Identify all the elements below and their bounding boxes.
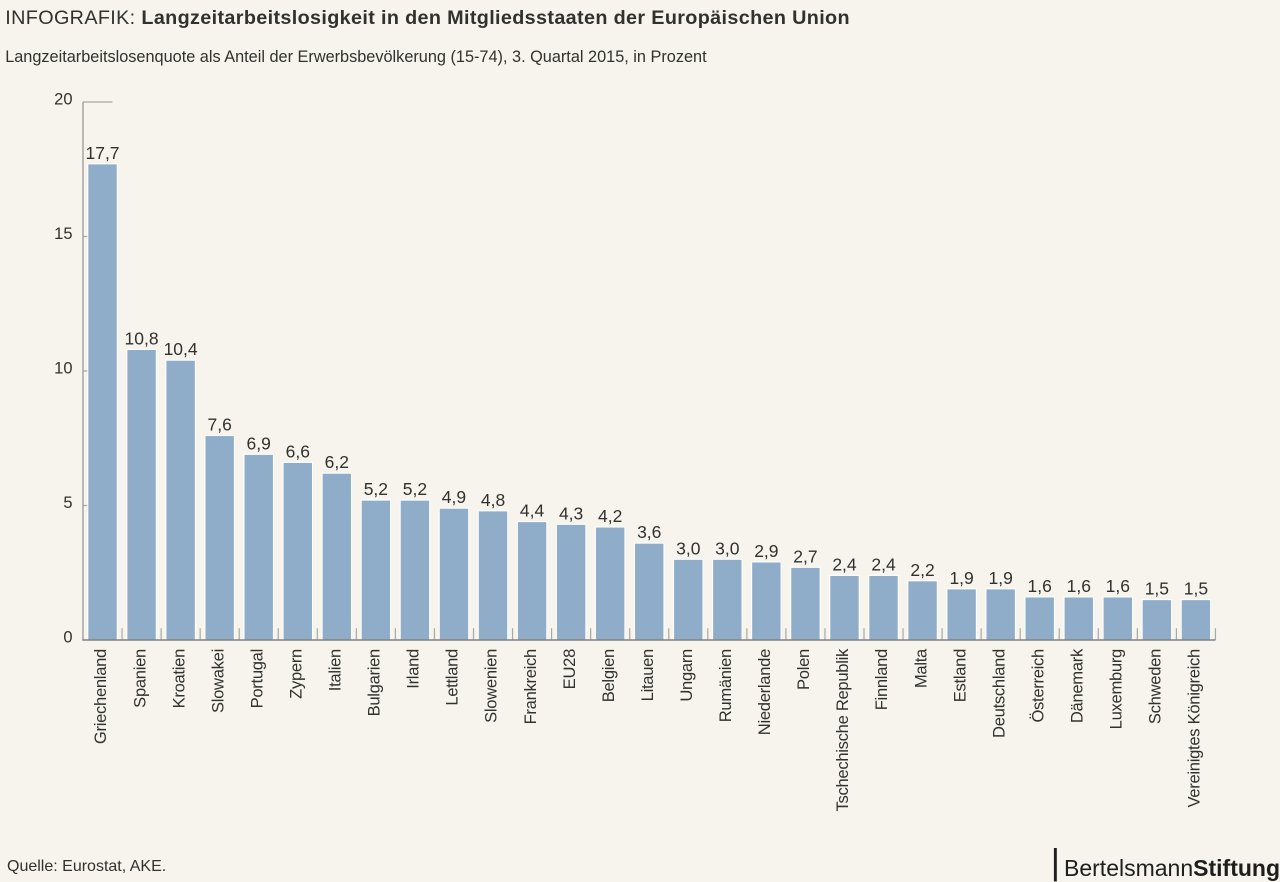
svg-text:4,8: 4,8 xyxy=(481,490,505,510)
svg-text:3,0: 3,0 xyxy=(676,538,701,558)
svg-text:1,6: 1,6 xyxy=(1067,576,1091,596)
svg-text:Niederlande: Niederlande xyxy=(755,649,774,735)
svg-text:Bulgarien: Bulgarien xyxy=(365,649,384,716)
svg-text:6,9: 6,9 xyxy=(247,433,271,453)
svg-text:10: 10 xyxy=(54,360,72,378)
svg-text:Polen: Polen xyxy=(794,649,813,690)
svg-text:20: 20 xyxy=(54,91,72,109)
svg-text:Langzeitarbeitslosenquote als: Langzeitarbeitslosenquote als Anteil der… xyxy=(5,48,707,66)
svg-text:Frankreich: Frankreich xyxy=(521,649,540,724)
svg-text:1,9: 1,9 xyxy=(989,568,1013,588)
svg-text:3,0: 3,0 xyxy=(715,538,740,558)
svg-text:2,9: 2,9 xyxy=(754,541,778,561)
svg-text:Malta: Malta xyxy=(911,648,930,688)
svg-text:17,7: 17,7 xyxy=(85,143,119,163)
svg-text:Rumänien: Rumänien xyxy=(716,649,735,722)
svg-text:Lettland: Lettland xyxy=(443,649,462,706)
svg-text:6,2: 6,2 xyxy=(325,452,349,472)
svg-text:1,5: 1,5 xyxy=(1184,579,1208,599)
svg-text:Portugal: Portugal xyxy=(247,649,266,708)
svg-text:Quelle: Eurostat, AKE.: Quelle: Eurostat, AKE. xyxy=(7,858,166,875)
svg-text:2,4: 2,4 xyxy=(832,554,857,574)
svg-text:15: 15 xyxy=(54,225,72,243)
svg-text:5: 5 xyxy=(63,494,72,512)
svg-text:10,8: 10,8 xyxy=(125,328,159,348)
svg-text:7,6: 7,6 xyxy=(208,415,232,435)
svg-text:INFOGRAFIK: Langzeitarbeitslos: INFOGRAFIK: Langzeitarbeitslosigkeit in … xyxy=(5,7,850,29)
svg-text:Spanien: Spanien xyxy=(130,649,149,708)
svg-text:Irland: Irland xyxy=(404,649,423,689)
svg-text:5,2: 5,2 xyxy=(403,479,427,499)
svg-text:Dänemark: Dänemark xyxy=(1067,648,1086,723)
svg-text:5,2: 5,2 xyxy=(364,479,388,499)
svg-text:1,6: 1,6 xyxy=(1028,576,1052,596)
svg-text:2,2: 2,2 xyxy=(910,560,934,580)
svg-text:1,5: 1,5 xyxy=(1145,579,1169,599)
svg-text:Zypern: Zypern xyxy=(286,649,305,699)
svg-text:Vereinigtes Königreich: Vereinigtes Königreich xyxy=(1185,649,1204,808)
svg-text:Luxemburg: Luxemburg xyxy=(1107,649,1126,729)
svg-text:Litauen: Litauen xyxy=(638,649,657,701)
svg-text:Deutschland: Deutschland xyxy=(989,649,1008,738)
svg-text:Estland: Estland xyxy=(950,649,969,702)
svg-text:Finnland: Finnland xyxy=(872,649,891,710)
svg-text:4,3: 4,3 xyxy=(559,503,583,523)
svg-text:2,4: 2,4 xyxy=(871,554,896,574)
svg-text:0: 0 xyxy=(63,629,72,647)
svg-text:Italien: Italien xyxy=(326,649,345,691)
svg-text:Österreich: Österreich xyxy=(1028,649,1047,723)
svg-text:4,4: 4,4 xyxy=(520,501,545,521)
svg-text:Tschechische Republik: Tschechische Republik xyxy=(833,648,852,811)
svg-text:Griechenland: Griechenland xyxy=(91,649,110,744)
svg-text:Slowenien: Slowenien xyxy=(482,649,501,723)
svg-text:2,7: 2,7 xyxy=(793,546,817,566)
svg-text:Schweden: Schweden xyxy=(1146,649,1165,724)
svg-text:4,2: 4,2 xyxy=(598,506,622,526)
svg-text:3,6: 3,6 xyxy=(637,522,661,542)
svg-text:Slowakei: Slowakei xyxy=(208,649,227,713)
svg-text:10,4: 10,4 xyxy=(164,339,198,359)
svg-text:Ungarn: Ungarn xyxy=(677,649,696,702)
svg-text:Kroatien: Kroatien xyxy=(169,649,188,708)
svg-text:Belgien: Belgien xyxy=(599,649,618,702)
svg-text:4,9: 4,9 xyxy=(442,487,466,507)
svg-text:BertelsmannStiftung: BertelsmannStiftung xyxy=(1064,855,1280,881)
svg-text:1,9: 1,9 xyxy=(949,568,973,588)
svg-text:EU28: EU28 xyxy=(560,649,579,689)
svg-text:1,6: 1,6 xyxy=(1106,576,1130,596)
svg-text:6,6: 6,6 xyxy=(286,441,310,461)
